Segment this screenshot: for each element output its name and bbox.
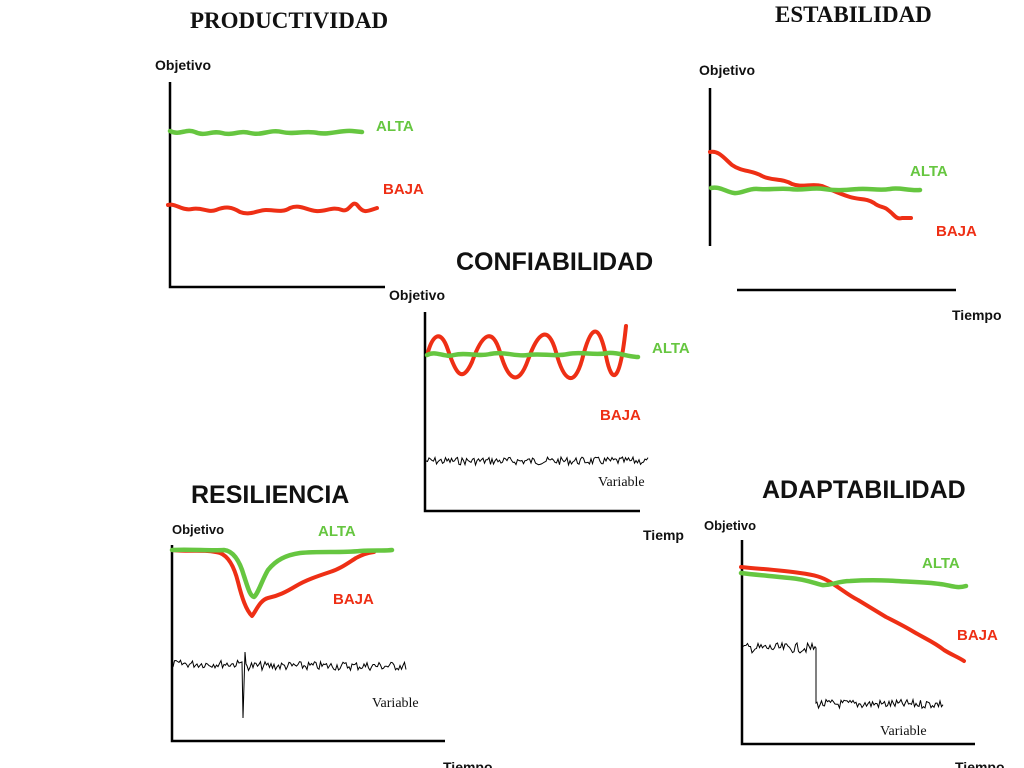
confiabilidad-baja-label: BAJA [600, 407, 641, 424]
estabilidad-baja-label: BAJA [936, 223, 977, 240]
estabilidad-x-label: Tiempo [952, 307, 1002, 323]
confiabilidad-y-label: Objetivo [389, 287, 445, 303]
confiabilidad-baja-curve [426, 324, 628, 381]
panel-estabilidad: ESTABILIDAD Objetivo Tiempo ALTA BAJA [699, 2, 1002, 323]
confiabilidad-alta-label: ALTA [652, 340, 690, 357]
adaptabilidad-y-label: Objetivo [704, 518, 756, 533]
adaptabilidad-baja-label: BAJA [957, 627, 998, 644]
resiliencia-baja-curve [170, 548, 376, 618]
adaptabilidad-baja-curve [739, 565, 966, 663]
adaptabilidad-title: ADAPTABILIDAD [762, 476, 966, 504]
resiliencia-alta-label: ALTA [318, 523, 356, 540]
productividad-alta-label: ALTA [376, 118, 414, 135]
resiliencia-title: RESILIENCIA [191, 481, 349, 509]
adaptabilidad-variable-label: Variable [880, 724, 927, 739]
resiliencia-baja-label: BAJA [333, 591, 374, 608]
confiabilidad-variable-label: Variable [598, 475, 645, 490]
resiliencia-y-label: Objetivo [172, 522, 224, 537]
estabilidad-y-label: Objetivo [699, 62, 755, 78]
panel-confiabilidad: CONFIABILIDAD Objetivo Tiemp ALTA BAJA V… [389, 248, 690, 543]
adaptabilidad-x-label: Tiempo [955, 759, 1005, 768]
adaptabilidad-axes [740, 540, 975, 746]
panel-productividad: PRODUCTIVIDAD Objetivo ALTA BAJA [155, 8, 424, 289]
panel-adaptabilidad: ADAPTABILIDAD Objetivo Tiempo ALTA BAJA … [704, 476, 1005, 768]
productividad-y-label: Objetivo [155, 57, 211, 73]
confiabilidad-x-label: Tiemp [643, 527, 684, 543]
confiabilidad-variable-trace [425, 455, 649, 467]
estabilidad-alta-curve [708, 185, 923, 196]
confiabilidad-alta-curve [424, 350, 641, 360]
confiabilidad-axes [423, 312, 640, 513]
resiliencia-alta-curve [169, 547, 395, 600]
estabilidad-title: ESTABILIDAD [775, 2, 932, 27]
estabilidad-alta-label: ALTA [910, 163, 948, 180]
resiliencia-x-label: Tiempo [443, 759, 493, 768]
resiliencia-axes [170, 545, 445, 743]
confiabilidad-title: CONFIABILIDAD [456, 248, 653, 276]
adaptabilidad-alta-label: ALTA [922, 555, 960, 572]
productividad-title: PRODUCTIVIDAD [190, 8, 388, 33]
adaptabilidad-alta-curve [738, 570, 969, 590]
estabilidad-baja-curve [708, 149, 913, 221]
panel-resiliencia: RESILIENCIA Objetivo Tiempo ALTA BAJA Va… [169, 481, 493, 768]
productividad-baja-label: BAJA [383, 181, 424, 198]
productividad-alta-curve [167, 128, 365, 137]
productividad-baja-curve [166, 201, 379, 216]
resiliencia-variable-label: Variable [372, 696, 419, 711]
productividad-axes [168, 82, 385, 289]
resiliencia-variable-trace [172, 651, 407, 719]
adaptabilidad-variable-trace [742, 641, 944, 710]
